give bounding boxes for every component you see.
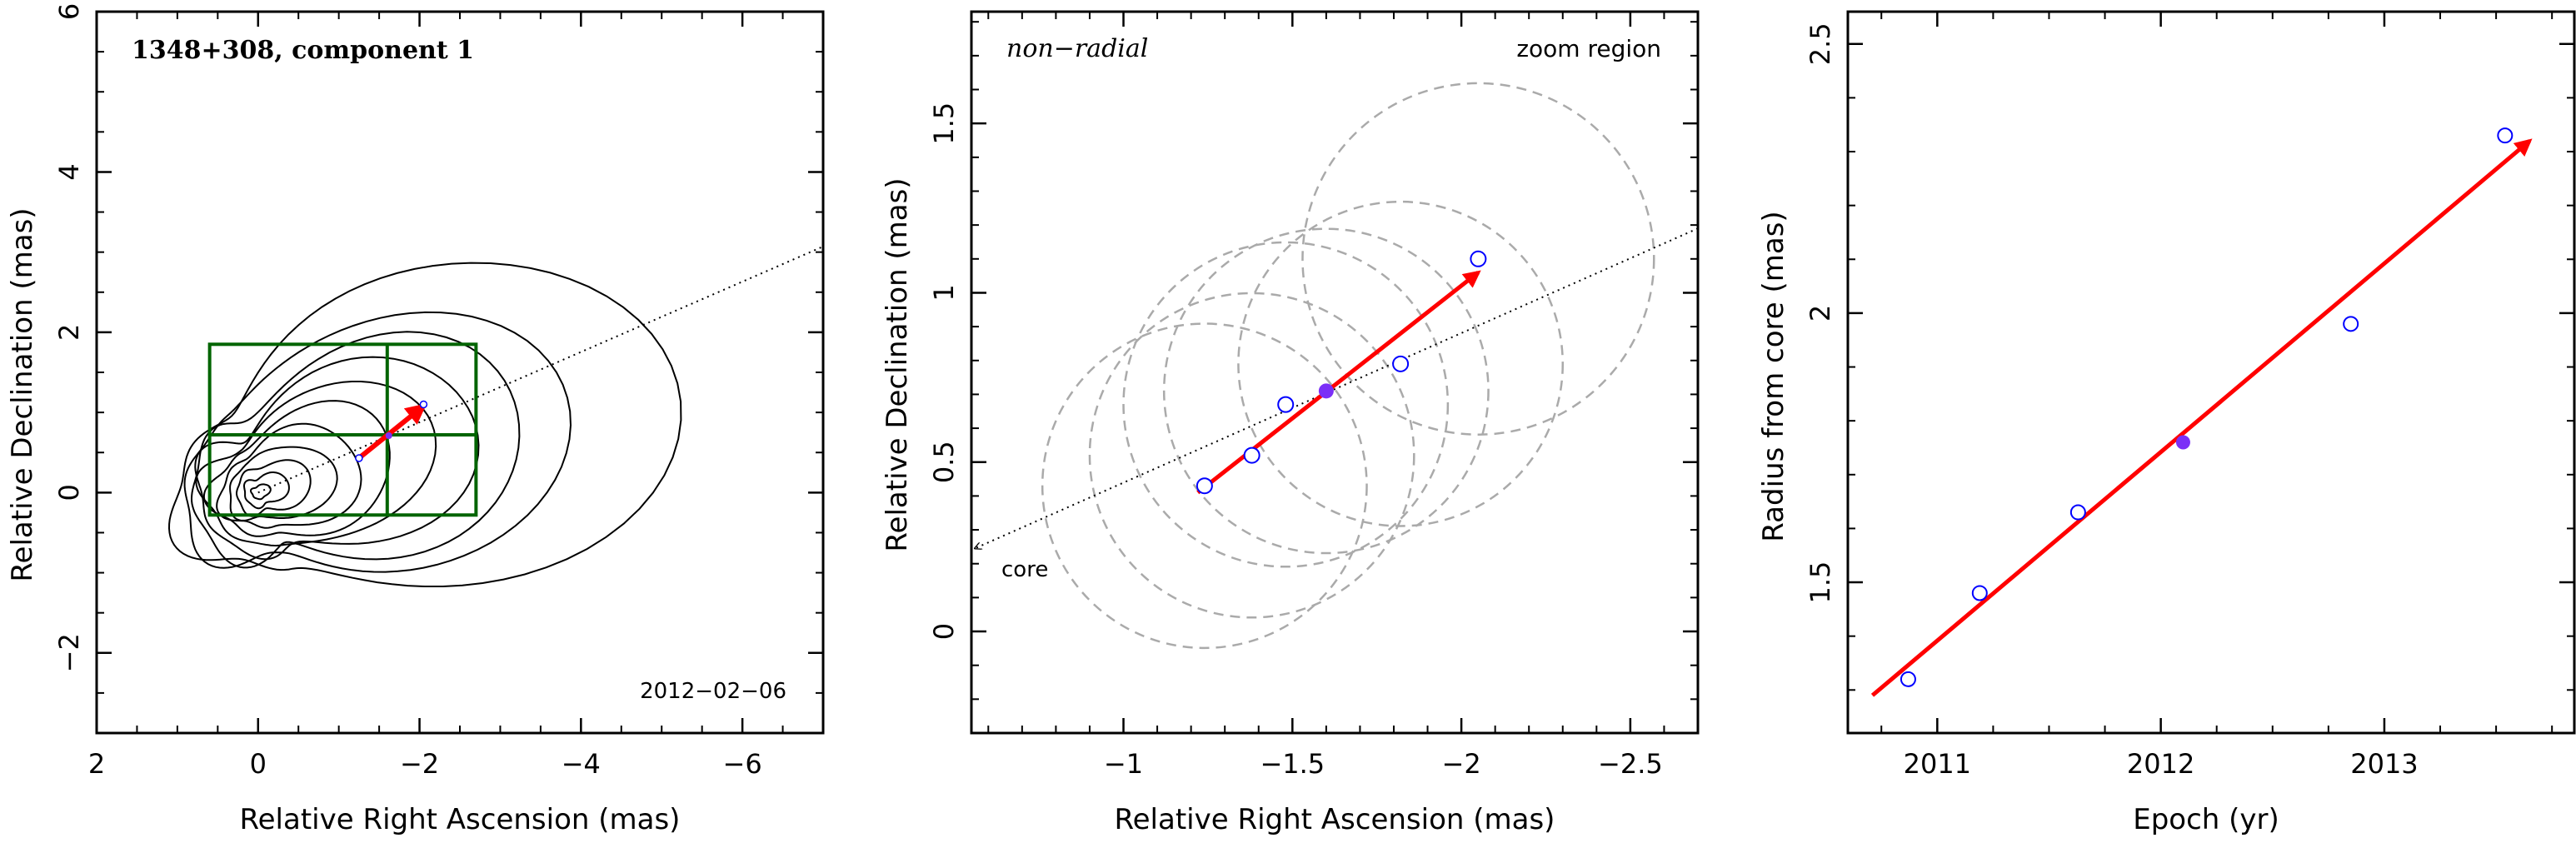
panel-2-y-axis-label: Relative Declination (mas) [881, 177, 914, 551]
panel-1-y-tick-label: 2 [53, 324, 85, 341]
data-point-filled [385, 432, 392, 440]
panel-2-zoom-region: −1 −1.5 −2 −2.5 0 0.5 1 1.5 non−radial zoom reg… [881, 10, 1700, 836]
panel-3-y-tick-label: 2 [1805, 305, 1836, 322]
panel-3-frame [1846, 10, 2576, 735]
data-point-open [1392, 355, 1410, 372]
panel-3-plot-area [1870, 127, 2533, 697]
panel-2-x-tick-label: −2.5 [1598, 748, 1663, 780]
data-point-filled [2175, 435, 2190, 450]
trajectory-line [257, 246, 824, 494]
data-point-open [355, 454, 363, 462]
panel-2-frame [970, 10, 1700, 735]
data-point-open [2343, 316, 2359, 332]
data-point-open [1196, 477, 1213, 495]
fit-arrow [1870, 138, 2533, 697]
panel-1-date-label: 2012−02−06 [640, 679, 786, 704]
panel-1-x-tick-label: 0 [250, 748, 267, 780]
panel-2-non-radial-label: non−radial [1006, 34, 1148, 63]
panel-1-title: 1348+308, component 1 [132, 36, 474, 65]
data-point-open [1277, 396, 1295, 413]
contour-line [243, 471, 290, 510]
panel-2-axes: −1 −1.5 −2 −2.5 0 0.5 1 1.5 [928, 10, 1700, 780]
panel-3-x-tick-label: 2012 [2127, 748, 2194, 780]
panel-2-y-tick-label: 1.5 [928, 102, 960, 145]
data-point-open [1971, 585, 1988, 601]
data-point-filled [1318, 383, 1334, 399]
contour-line [183, 311, 572, 573]
component-size-circle [1301, 82, 1655, 436]
panel-2-x-tick-label: −1 [1104, 748, 1143, 780]
panel-3-x-tick-label: 2013 [2350, 748, 2418, 780]
panel-1-axes: 2 0 −2 −4 −6 −2 0 2 4 6 [53, 3, 825, 780]
panel-2-plot-area [975, 82, 1698, 650]
panel-2-y-tick-label: 1 [928, 284, 960, 301]
contour-line [229, 446, 338, 521]
panel-2-y-tick-label: 0 [928, 623, 960, 640]
panel-3-y-axis-label: Radius from core (mas) [1757, 211, 1790, 541]
zoom-box [207, 342, 478, 517]
trajectory-line [975, 227, 1698, 548]
panel-1-y-tick-label: 0 [53, 484, 85, 501]
panel-1-plot-area [167, 246, 824, 587]
data-point-open [1243, 446, 1261, 464]
panel-2-x-tick-label: −1.5 [1260, 748, 1325, 780]
data-point-open [419, 400, 428, 409]
data-point-open [2069, 504, 2086, 521]
panel-3-axes: 2011 2012 2013 1.5 2 2.5 [1805, 10, 2576, 780]
contour-line [250, 483, 272, 501]
data-point-open [2497, 127, 2514, 144]
panel-2-x-axis-label: Relative Right Ascension (mas) [1115, 803, 1555, 836]
component-size-circle [1041, 322, 1368, 650]
panel-1-y-tick-label: 4 [53, 163, 85, 180]
component-size-circle [1162, 227, 1490, 555]
panel-3-y-tick-label: 2.5 [1805, 22, 1836, 65]
panel-3-x-tick-label: 2011 [1904, 748, 1971, 780]
panel-1-contour-map: 2 0 −2 −4 −6 −2 0 2 4 6 1348+308, component 1 201… [6, 3, 825, 836]
contour-line [202, 400, 391, 537]
contour-line [167, 262, 682, 587]
component-size-circle [1122, 241, 1450, 568]
panel-1-x-tick-label: −6 [723, 748, 762, 780]
contour-line [195, 381, 437, 547]
panel-2-core-label: core [1001, 557, 1048, 582]
panel-2-zoom-region-label: zoom region [1516, 35, 1661, 62]
contour-line [216, 422, 362, 529]
panel-3-x-axis-label: Epoch (yr) [2133, 803, 2279, 836]
contour-line [236, 459, 312, 517]
panel-3-radius-vs-epoch: 2011 2012 2013 1.5 2 2.5 Epoch (yr) Radius fr… [1757, 10, 2576, 836]
panel-1-x-tick-label: −4 [562, 748, 601, 780]
panel-1-x-tick-label: −2 [400, 748, 439, 780]
motion-arrow [357, 403, 427, 461]
panel-1-x-tick-label: 2 [88, 748, 105, 780]
data-point-open [1470, 250, 1487, 267]
component-size-circle [1237, 200, 1565, 527]
panel-3-y-tick-label: 1.5 [1805, 561, 1836, 604]
panel-1-y-tick-label: −2 [53, 633, 85, 672]
panel-1-y-axis-label: Relative Declination (mas) [6, 207, 39, 581]
panel-1-frame [95, 10, 825, 735]
contour-line [194, 356, 480, 561]
data-point-open [1900, 671, 1916, 687]
panel-2-x-tick-label: −2 [1442, 748, 1481, 780]
panel-2-marks [975, 82, 1698, 650]
panel-1-x-axis-label: Relative Right Ascension (mas) [240, 803, 681, 836]
panel-1-y-tick-label: 6 [53, 3, 85, 20]
panel-2-y-tick-label: 0.5 [928, 441, 960, 483]
component-size-circle [1088, 292, 1415, 619]
